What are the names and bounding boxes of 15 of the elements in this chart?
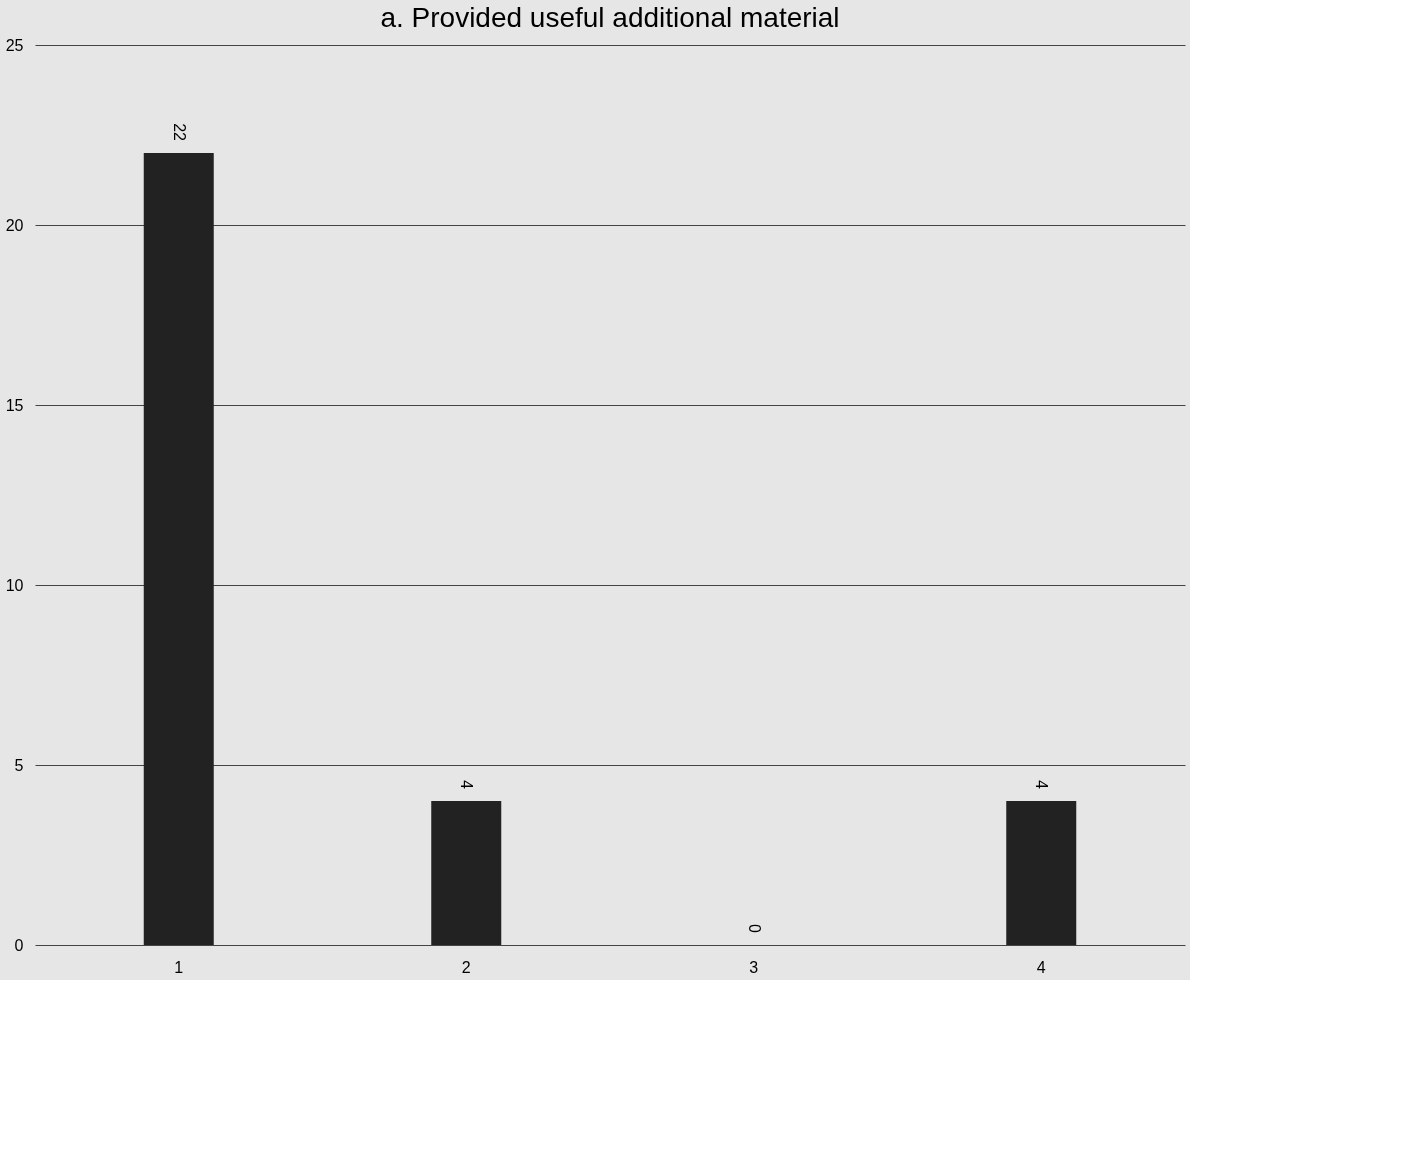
chart-title: a. Provided useful additional material bbox=[380, 2, 840, 33]
y-tick-label: 15 bbox=[5, 396, 24, 414]
data-label: 4 bbox=[458, 780, 476, 790]
y-tick-label: 10 bbox=[5, 576, 24, 594]
data-label: 0 bbox=[745, 924, 763, 934]
y-tick-label: 0 bbox=[14, 936, 24, 954]
x-tick-label: 1 bbox=[174, 958, 184, 976]
x-tick-label: 3 bbox=[749, 958, 759, 976]
data-label: 4 bbox=[1033, 780, 1051, 790]
data-label: 22 bbox=[170, 123, 188, 142]
y-tick-label: 25 bbox=[5, 36, 24, 54]
y-tick-label: 20 bbox=[5, 216, 24, 234]
x-tick-label: 2 bbox=[461, 958, 471, 976]
x-tick-label: 4 bbox=[1036, 958, 1046, 976]
y-tick-label: 5 bbox=[14, 756, 24, 774]
